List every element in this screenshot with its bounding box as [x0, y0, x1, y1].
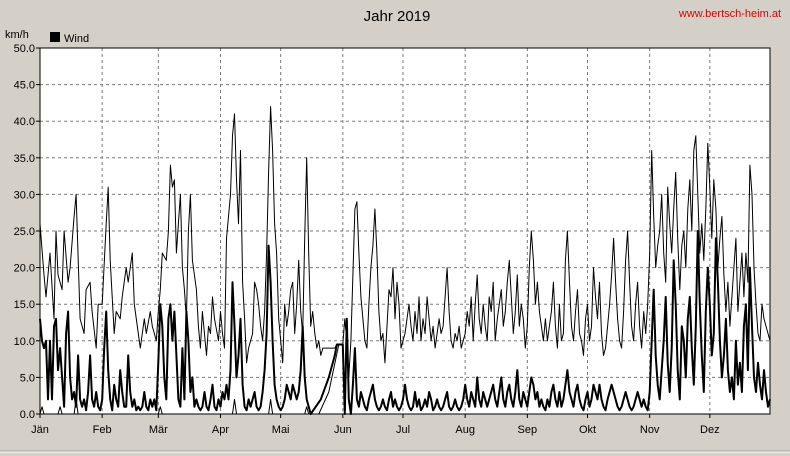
chart-title: Jahr 2019: [364, 8, 431, 25]
x-tick-label: Okt: [579, 424, 596, 436]
y-tick-label: 40.0: [14, 116, 35, 128]
legend-swatch: [50, 32, 60, 42]
grid: [40, 48, 770, 414]
x-tick-label: Dez: [700, 424, 720, 436]
y-tick-label: 0.0: [20, 409, 35, 421]
y-tick-label: 5.0: [20, 372, 35, 384]
series-line-mean: [39, 230, 771, 415]
x-tick-label: Jun: [334, 424, 352, 436]
x-tick-label: Feb: [93, 424, 112, 436]
x-tick-label: Mai: [272, 424, 290, 436]
x-tick-label: Sep: [518, 424, 538, 436]
x-tick-label: Nov: [640, 424, 660, 436]
x-tick-label: Jul: [396, 424, 410, 436]
y-tick-label: 35.0: [14, 153, 35, 165]
y-tick-label: 20.0: [14, 263, 35, 275]
y-tick-label: 50.0: [14, 43, 35, 55]
y-tick-label: 25.0: [14, 226, 35, 238]
x-tick-label: Jän: [31, 424, 49, 436]
y-tick-label: 10.0: [14, 336, 35, 348]
legend-label: Wind: [64, 33, 89, 45]
series-line-max: [39, 106, 771, 378]
source-url: www.bertsch-heim.at: [678, 8, 781, 20]
x-tick-label: Mär: [149, 424, 168, 436]
y-tick-label: 30.0: [14, 189, 35, 201]
y-axis-unit-label: km/h: [5, 29, 29, 41]
y-tick-label: 15.0: [14, 299, 35, 311]
y-tick-label: 45.0: [14, 80, 35, 92]
y-axis: 0.0 5.0 10.0 15.0 20.0 25.0 30.0 35.0 40.0 45.0 50…: [14, 43, 40, 421]
x-axis: Jän Feb Mär Apr Mai Jun Jul Aug Sep Okt Nov Dez: [31, 414, 720, 436]
x-tick-label: Aug: [455, 424, 475, 436]
x-tick-label: Apr: [212, 424, 229, 436]
